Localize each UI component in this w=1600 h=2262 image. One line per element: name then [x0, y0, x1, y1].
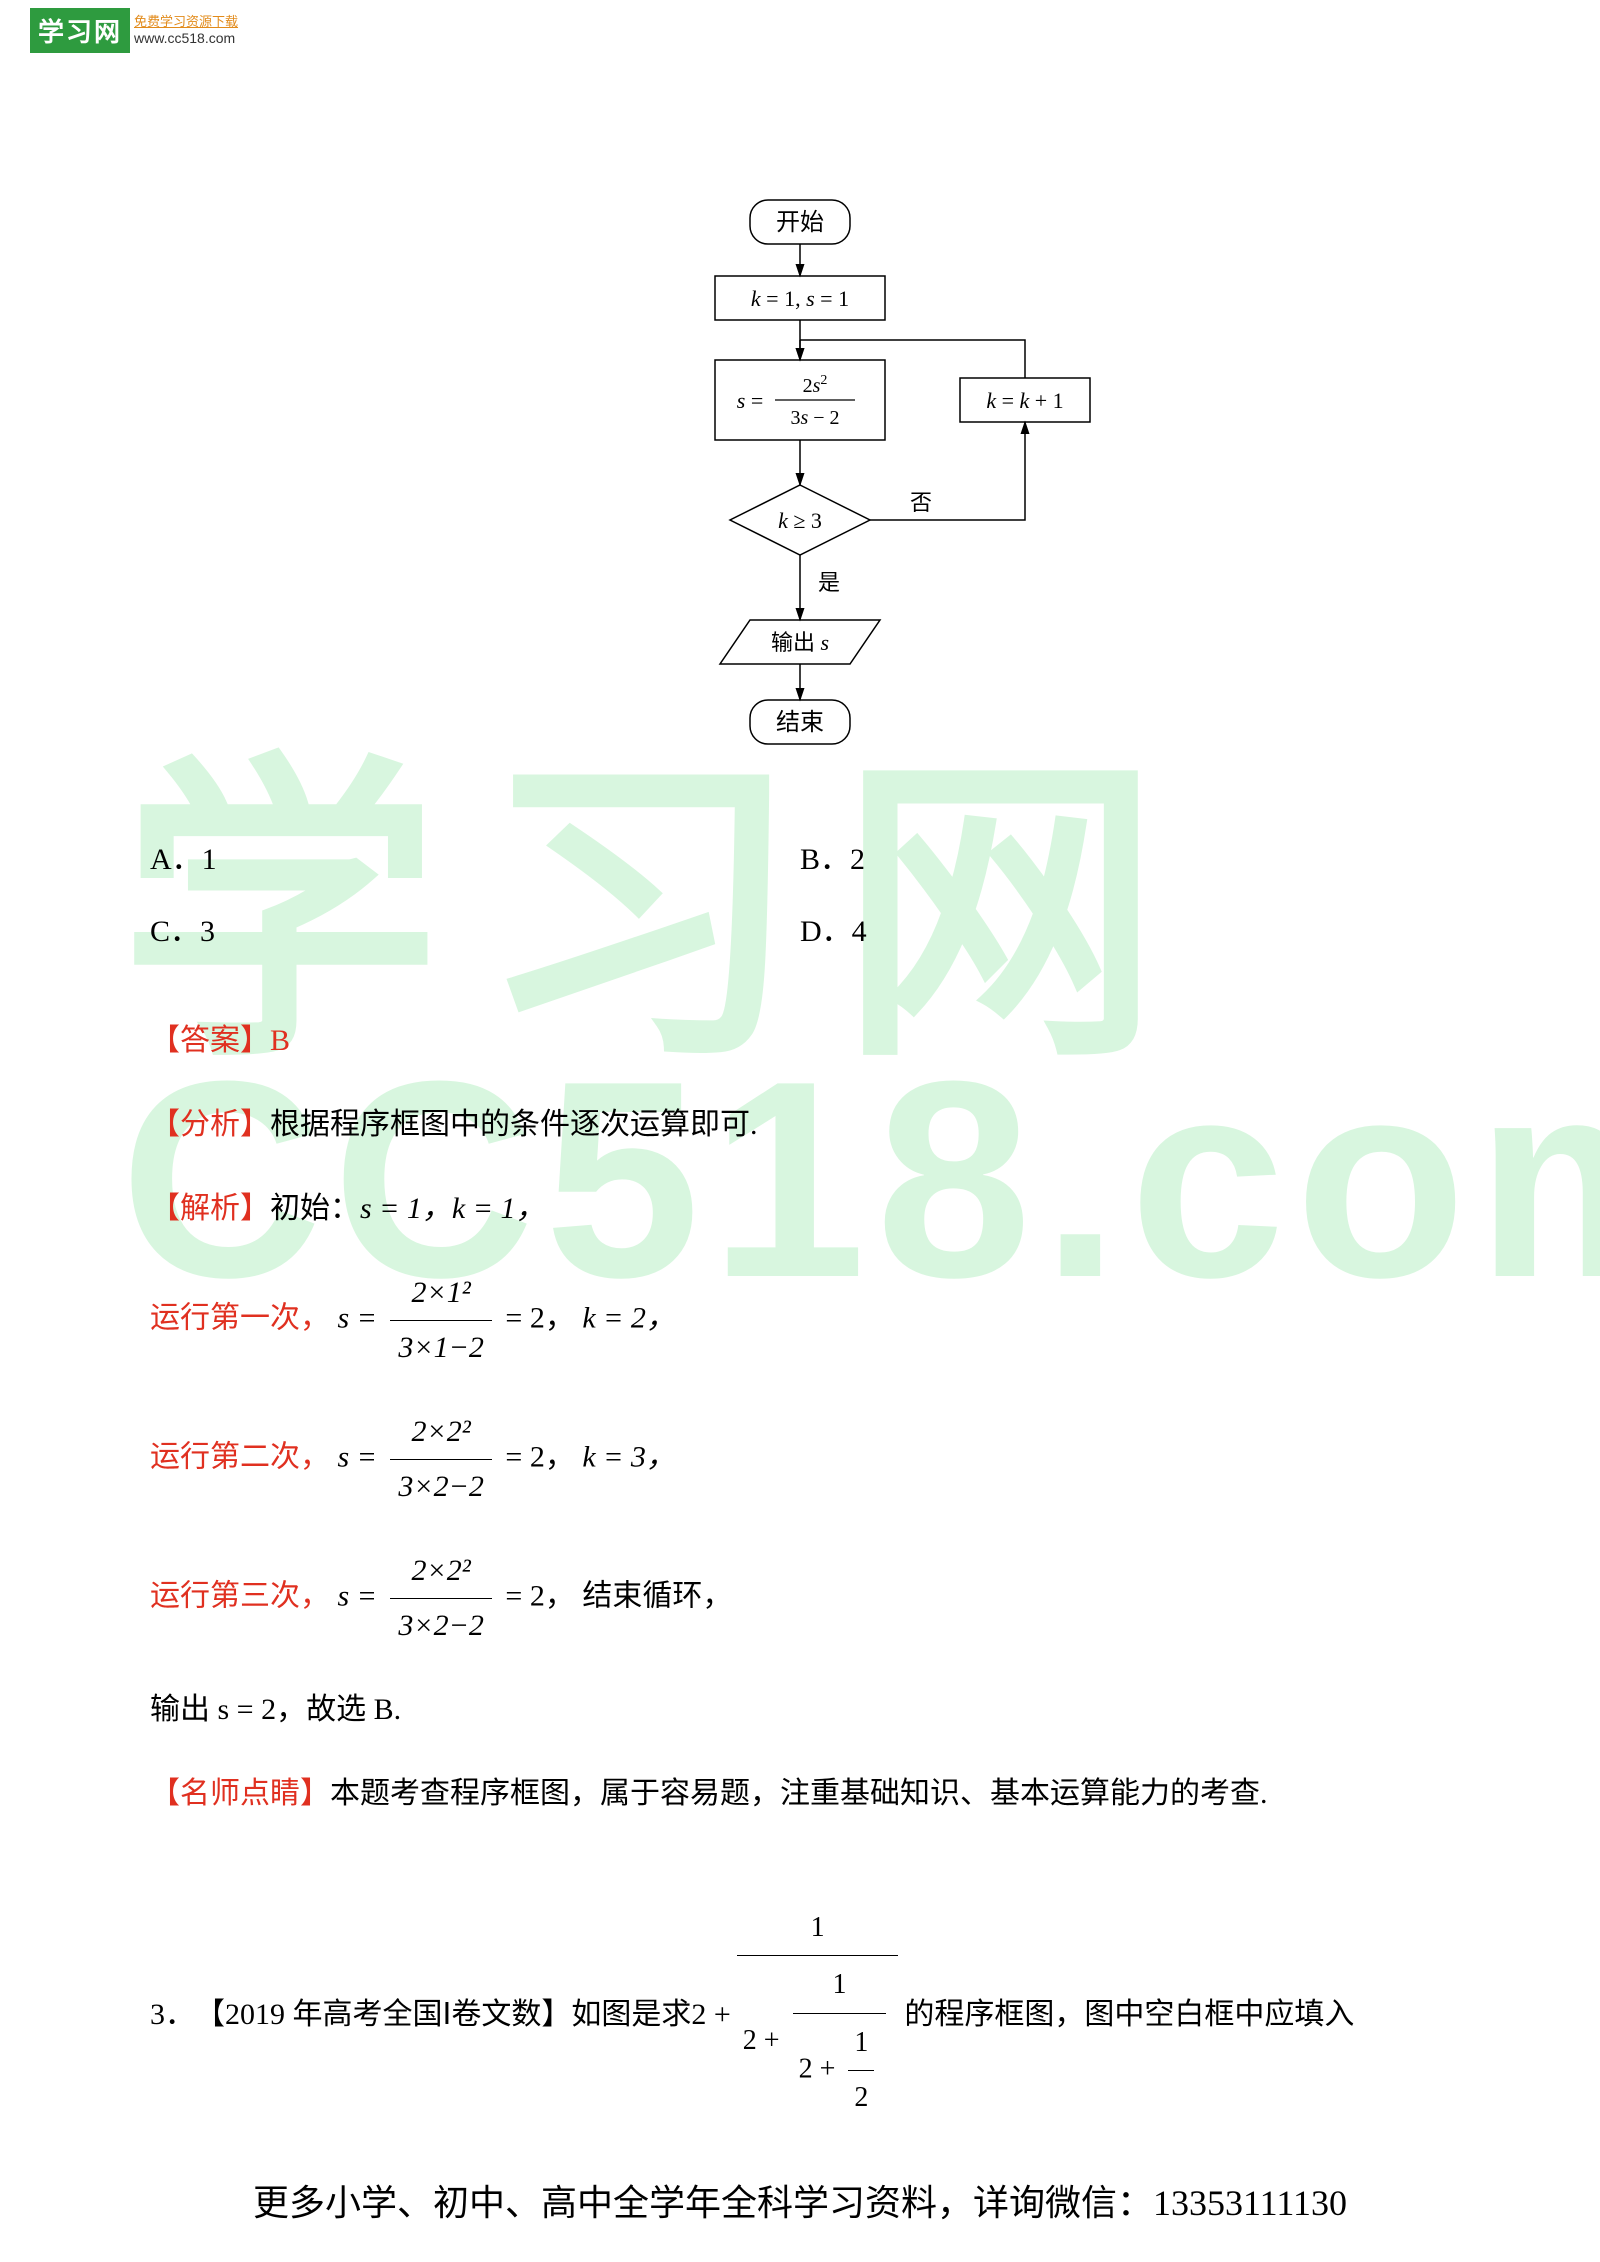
svg-text:否: 否 [910, 490, 932, 515]
svg-text:3s − 2: 3s − 2 [790, 407, 839, 429]
solution-init-expr: s = 1，k = 1， [360, 1192, 545, 1225]
q3-number: 3． [150, 1988, 195, 2042]
q3-lhs: 2 + [691, 1988, 730, 2042]
page-content: 开始 k = 1, s = 1 s = 2s2 3s − 2 k ≥ 3 否 [150, 180, 1450, 2160]
svg-text:k ≥ 3: k ≥ 3 [778, 508, 822, 533]
answer-prefix: 【答案】 [150, 1024, 270, 1057]
svg-text:s =: s = [737, 388, 763, 413]
step2-lhs: s = [338, 1440, 377, 1473]
step3-frac: 2×2² 3×2−2 [390, 1544, 492, 1653]
answer-line: 【答案】B [150, 1014, 1450, 1068]
answer-value: B [270, 1024, 290, 1057]
option-b: B．2 [800, 820, 1450, 892]
solution-label: 初始： [270, 1192, 360, 1225]
page-footer: 更多小学、初中、高中全学年全科学习资料，详询微信：13353111130 [0, 2174, 1600, 2226]
option-c: C．3 [150, 892, 800, 964]
step3-tail: 结束循环， [582, 1579, 732, 1612]
output-line: 输出 s = 2，故选 B. [150, 1683, 1450, 1737]
question-3: 3． 【2019 年高考全国Ⅰ卷文数】 如图是求 2 + 1 2 + 1 2 +… [150, 1901, 1450, 2130]
svg-text:开始: 开始 [776, 209, 824, 236]
svg-text:2s2: 2s2 [803, 373, 828, 397]
note-prefix: 【名师点睛】 [150, 1777, 330, 1810]
logo-tagline: 免费学习资源下载 [134, 14, 238, 30]
q3-before: 如图是求 [571, 1988, 691, 2042]
step1-tail: k = 2， [582, 1301, 676, 1334]
step1-eq: = 2， [505, 1301, 574, 1334]
svg-text:k = k + 1: k = k + 1 [986, 388, 1063, 413]
svg-text:输出 s: 输出 s [771, 630, 829, 655]
site-logo: 学习网 免费学习资源下载 www.cc518.com [30, 8, 238, 53]
step2-tail: k = 3， [582, 1440, 676, 1473]
note-text: 本题考查程序框图，属于容易题，注重基础知识、基本运算能力的考查. [330, 1777, 1268, 1810]
step2-frac: 2×2² 3×2−2 [390, 1405, 492, 1514]
step3-lhs: s = [338, 1579, 377, 1612]
step3-label: 运行第三次， [150, 1579, 330, 1612]
step2-eq: = 2， [505, 1440, 574, 1473]
answer-options: A．1 B．2 C．3 D．4 [150, 820, 1450, 964]
svg-text:是: 是 [818, 570, 840, 595]
step-3: 运行第三次， s = 2×2² 3×2−2 = 2， 结束循环， [150, 1544, 1450, 1653]
svg-text:k = 1, s = 1: k = 1, s = 1 [751, 286, 849, 311]
solution-prefix: 【解析】 [150, 1192, 270, 1225]
step2-label: 运行第二次， [150, 1440, 330, 1473]
logo-url: www.cc518.com [134, 30, 238, 47]
analysis-prefix: 【分析】 [150, 1108, 270, 1141]
analysis-text: 根据程序框图中的条件逐次运算即可. [270, 1108, 758, 1141]
q3-continued-fraction: 1 2 + 1 2 + 1 2 [737, 1901, 899, 2130]
step3-eq: = 2， [505, 1579, 574, 1612]
analysis-line: 【分析】根据程序框图中的条件逐次运算即可. [150, 1098, 1450, 1152]
step-1: 运行第一次， s = 2×1² 3×1−2 = 2， k = 2， [150, 1266, 1450, 1375]
step1-frac: 2×1² 3×1−2 [390, 1266, 492, 1375]
option-d: D．4 [800, 892, 1450, 964]
svg-text:结束: 结束 [776, 709, 824, 736]
step-2: 运行第二次， s = 2×2² 3×2−2 = 2， k = 3， [150, 1405, 1450, 1514]
output-text: 输出 s = 2，故选 B. [150, 1693, 401, 1726]
logo-subtext: 免费学习资源下载 www.cc518.com [134, 14, 238, 46]
step1-lhs: s = [338, 1301, 377, 1334]
solution-header: 【解析】初始：s = 1，k = 1， [150, 1182, 1450, 1236]
step1-label: 运行第一次， [150, 1301, 330, 1334]
logo-main-text: 学习网 [30, 8, 130, 53]
q3-after: 的程序框图，图中空白框中应填入 [904, 1988, 1354, 2042]
flowchart: 开始 k = 1, s = 1 s = 2s2 3s − 2 k ≥ 3 否 [540, 180, 1060, 760]
q3-bracket: 【2019 年高考全国Ⅰ卷文数】 [195, 1988, 571, 2042]
option-a: A．1 [150, 820, 800, 892]
teacher-note: 【名师点睛】本题考查程序框图，属于容易题，注重基础知识、基本运算能力的考查. [150, 1767, 1450, 1821]
